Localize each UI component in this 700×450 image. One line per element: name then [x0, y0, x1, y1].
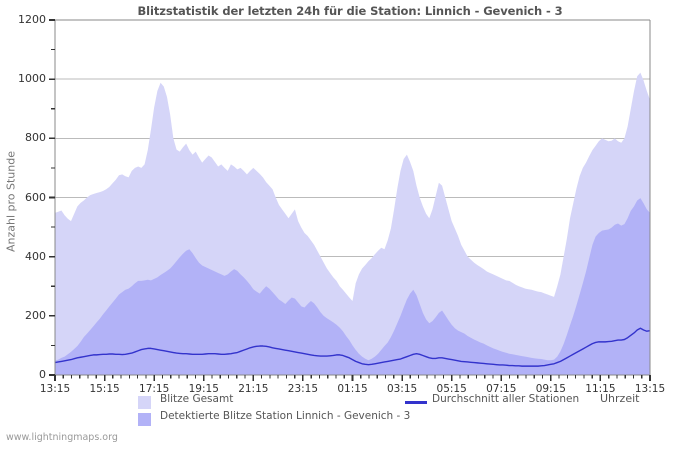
x-tick-label-10: 09:15: [535, 383, 566, 395]
x-tick-label-2: 17:15: [139, 383, 170, 395]
line-average-all-stations: [54, 327, 651, 367]
x-tick-label-4: 21:15: [238, 383, 269, 395]
x-axis-label: Uhrzeit: [600, 392, 640, 405]
x-tick-label-11: 11:15: [585, 383, 616, 395]
legend-label-1: Detektierte Blitze Station Linnich - Gev…: [160, 410, 411, 422]
y-tick-label-600: 600: [25, 190, 46, 204]
legend-swatch-0: [138, 396, 151, 409]
x-tick-label-3: 19:15: [188, 383, 219, 395]
x-tick-label-6: 01:15: [337, 383, 368, 395]
legend-label-0: Blitze Gesamt: [160, 393, 234, 405]
x-tick-label-9: 07:15: [486, 383, 517, 395]
x-tick-label-7: 03:15: [386, 383, 418, 395]
page-title: Blitzstatistik der letzten 24h für die S…: [137, 4, 563, 18]
x-tick-label-5: 23:15: [287, 383, 319, 395]
x-tick-label-12: 13:15: [634, 383, 666, 395]
y-tick-label-200: 200: [25, 308, 46, 322]
y-tick-label-1200: 1200: [18, 13, 46, 26]
y-tick-label-800: 800: [25, 131, 46, 145]
source-watermark: www.lightningmaps.org: [6, 432, 118, 443]
x-tick-label-0: 13:15: [39, 383, 71, 395]
x-tick-label-8: 05:15: [436, 383, 467, 395]
y-tick-label-400: 400: [25, 249, 46, 263]
x-tick-label-1: 15:15: [89, 383, 120, 395]
legend-line-marker: [405, 401, 427, 404]
legend-swatch-1: [138, 413, 151, 426]
area-detected-lightning: [55, 198, 650, 375]
legend-label-2: Durchschnitt aller Stationen: [432, 393, 580, 405]
y-tick-label-1000: 1000: [18, 72, 46, 86]
y-tick-label-0: 0: [39, 368, 46, 381]
